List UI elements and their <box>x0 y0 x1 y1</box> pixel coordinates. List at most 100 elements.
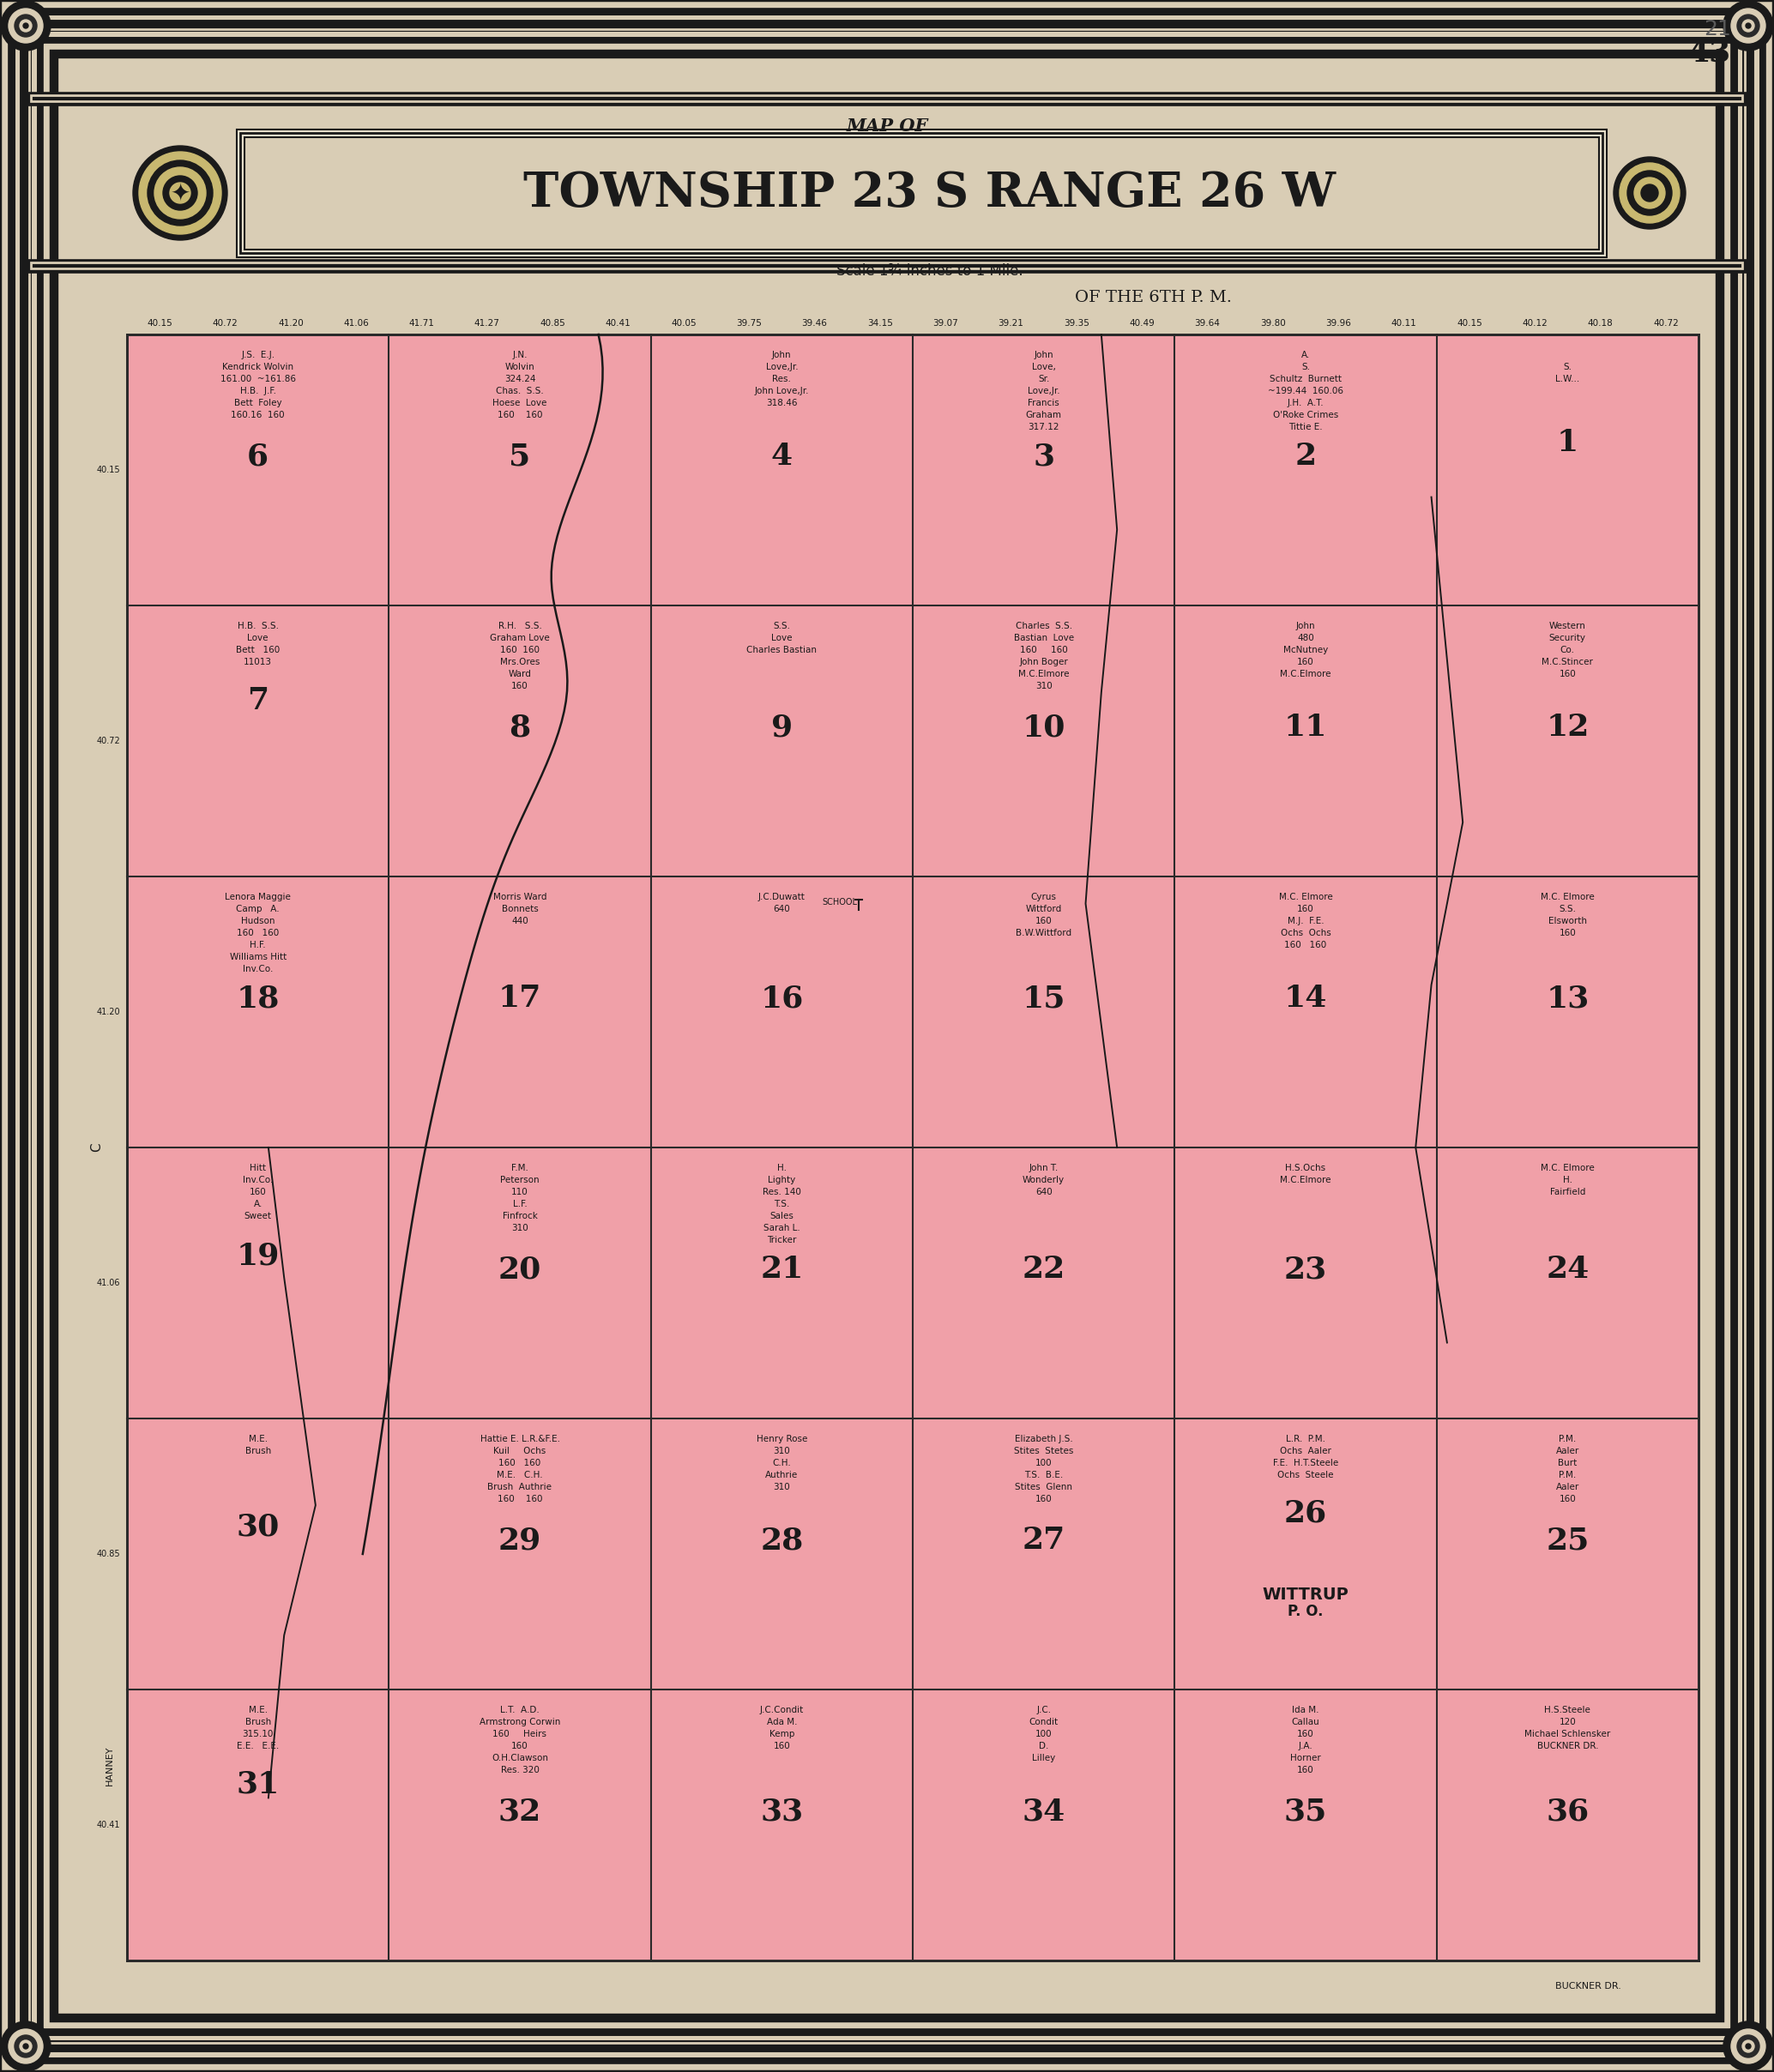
Circle shape <box>1737 15 1760 37</box>
Text: 7: 7 <box>247 686 268 715</box>
Text: 25: 25 <box>1545 1525 1590 1554</box>
Text: 40.49: 40.49 <box>1130 319 1155 327</box>
Text: 35: 35 <box>1284 1796 1327 1825</box>
Text: Camp   A.: Camp A. <box>236 905 280 914</box>
Text: 2: 2 <box>1295 441 1316 470</box>
Text: L.R.  P.M.: L.R. P.M. <box>1286 1434 1325 1444</box>
Text: 4: 4 <box>772 441 793 470</box>
Text: 40.85: 40.85 <box>539 319 566 327</box>
Text: Kendrick Wolvin: Kendrick Wolvin <box>222 363 293 371</box>
Text: Brush: Brush <box>245 1718 271 1726</box>
Text: Henry Rose: Henry Rose <box>756 1434 807 1444</box>
Text: Lilley: Lilley <box>1032 1753 1056 1763</box>
Text: 39.21: 39.21 <box>999 319 1024 327</box>
Circle shape <box>20 21 32 31</box>
Text: L.F.: L.F. <box>513 1200 527 1208</box>
Text: 40.11: 40.11 <box>1391 319 1417 327</box>
Text: 36: 36 <box>1545 1796 1590 1825</box>
Text: HANNEY: HANNEY <box>105 1745 114 1786</box>
Text: A.: A. <box>254 1200 263 1208</box>
Text: 3: 3 <box>1032 441 1054 470</box>
Text: 318.46: 318.46 <box>766 398 798 408</box>
Text: F.E.  H.T.Steele: F.E. H.T.Steele <box>1274 1459 1338 1467</box>
Text: M.C.Elmore: M.C.Elmore <box>1281 1175 1330 1185</box>
Text: John: John <box>1034 350 1054 358</box>
Text: 17: 17 <box>498 984 541 1013</box>
Text: 39.07: 39.07 <box>933 319 958 327</box>
Text: 160: 160 <box>1297 1730 1315 1738</box>
Text: J.A.: J.A. <box>1299 1743 1313 1751</box>
Text: 30: 30 <box>236 1513 280 1542</box>
Text: 40.12: 40.12 <box>1522 319 1547 327</box>
Circle shape <box>1627 170 1671 215</box>
Text: J.S.  E.J.: J.S. E.J. <box>241 350 275 358</box>
Circle shape <box>1723 0 1774 50</box>
Text: TOWNSHIP 23 S RANGE 26 W: TOWNSHIP 23 S RANGE 26 W <box>523 170 1336 218</box>
Text: Armstrong Corwin: Armstrong Corwin <box>479 1718 561 1726</box>
Text: P.M.: P.M. <box>1559 1471 1577 1479</box>
Text: 160: 160 <box>1036 1494 1052 1504</box>
Text: Love,: Love, <box>1032 363 1056 371</box>
Text: Condit: Condit <box>1029 1718 1059 1726</box>
Text: 1: 1 <box>1558 429 1579 458</box>
Text: Stites  Glenn: Stites Glenn <box>1015 1484 1073 1492</box>
Text: Cyrus: Cyrus <box>1031 893 1057 901</box>
Text: BUCKNER DR.: BUCKNER DR. <box>1556 1983 1621 1991</box>
Circle shape <box>170 182 190 203</box>
Text: 40.15: 40.15 <box>96 466 121 474</box>
Text: H.B.  J.F.: H.B. J.F. <box>239 387 277 396</box>
Text: Hitt: Hitt <box>250 1164 266 1173</box>
Text: Callau: Callau <box>1291 1718 1320 1726</box>
Text: OF THE 6TH P. M.: OF THE 6TH P. M. <box>1075 290 1231 305</box>
Text: Lighty: Lighty <box>768 1175 795 1185</box>
Text: Ward: Ward <box>509 669 532 678</box>
Text: Mrs.Ores: Mrs.Ores <box>500 657 539 667</box>
Text: 160   160: 160 160 <box>236 928 279 937</box>
Text: 39.46: 39.46 <box>802 319 827 327</box>
Text: 10: 10 <box>1022 713 1066 742</box>
Bar <box>128 334 1698 1960</box>
Circle shape <box>9 8 43 44</box>
Text: L.W...: L.W... <box>1556 375 1579 383</box>
Text: 34.15: 34.15 <box>867 319 892 327</box>
Text: Sales: Sales <box>770 1212 793 1220</box>
Text: 40.41: 40.41 <box>96 1821 121 1830</box>
Text: 41.27: 41.27 <box>474 319 500 327</box>
Text: Graham Love: Graham Love <box>490 634 550 642</box>
Text: 310: 310 <box>773 1484 789 1492</box>
Text: 315.10: 315.10 <box>243 1730 273 1738</box>
Text: 33: 33 <box>761 1796 804 1825</box>
Text: 20: 20 <box>498 1256 541 1285</box>
Text: 40.18: 40.18 <box>1588 319 1613 327</box>
Text: 160.16  160: 160.16 160 <box>231 410 286 419</box>
Text: Co.: Co. <box>1561 646 1575 655</box>
Text: Inv.Co.: Inv.Co. <box>243 1175 273 1185</box>
Text: B.W.Wittford: B.W.Wittford <box>1017 928 1071 937</box>
Text: Res.: Res. <box>772 375 791 383</box>
Text: Ochs  Ochs: Ochs Ochs <box>1281 928 1330 937</box>
Circle shape <box>1742 21 1754 31</box>
Text: 23: 23 <box>1284 1256 1327 1285</box>
Text: Elsworth: Elsworth <box>1549 916 1588 926</box>
Text: Bett   160: Bett 160 <box>236 646 280 655</box>
Text: 160    160: 160 160 <box>497 410 543 419</box>
Text: 310: 310 <box>511 1225 529 1233</box>
Text: Graham: Graham <box>1025 410 1061 419</box>
Text: 160     Heirs: 160 Heirs <box>493 1730 546 1738</box>
Text: M.C.Stincer: M.C.Stincer <box>1542 657 1593 667</box>
Circle shape <box>1737 2035 1760 2057</box>
Circle shape <box>147 160 213 226</box>
Text: Michael Schlensker: Michael Schlensker <box>1524 1730 1611 1738</box>
Circle shape <box>14 2035 37 2057</box>
Text: 12: 12 <box>1545 713 1590 742</box>
Text: 40.05: 40.05 <box>671 319 695 327</box>
Text: BUCKNER DR.: BUCKNER DR. <box>1536 1743 1598 1751</box>
Text: MAP OF: MAP OF <box>846 118 928 135</box>
Text: 310: 310 <box>773 1446 789 1455</box>
Text: 160    160: 160 160 <box>497 1494 543 1504</box>
Text: M.E.: M.E. <box>248 1705 268 1714</box>
Text: J.C.Duwatt: J.C.Duwatt <box>757 893 805 901</box>
Bar <box>239 133 1602 253</box>
Text: 317.12: 317.12 <box>1029 423 1059 431</box>
Text: 41.20: 41.20 <box>96 1007 121 1015</box>
